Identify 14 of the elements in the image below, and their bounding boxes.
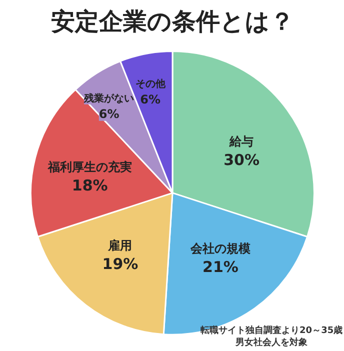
slice-label: 残業がない bbox=[83, 92, 134, 104]
data-label: 18% bbox=[72, 176, 108, 195]
slice-label: その他 bbox=[135, 78, 166, 90]
slice-label: 雇用 bbox=[107, 238, 132, 253]
data-label: 6% bbox=[140, 92, 161, 106]
slice-label: 給与 bbox=[228, 134, 254, 149]
text: 男女社会人を対象 bbox=[234, 336, 308, 348]
data-label: 19% bbox=[102, 255, 138, 274]
data-label: 6% bbox=[98, 106, 120, 121]
chart-title: 安定企業の条件とは？ bbox=[51, 8, 294, 36]
slice-label: 福利厚生の充実 bbox=[46, 160, 132, 174]
data-label: 30% bbox=[224, 150, 260, 169]
slice-label: 会社の規模 bbox=[189, 241, 250, 256]
data-label: 21% bbox=[202, 258, 238, 276]
